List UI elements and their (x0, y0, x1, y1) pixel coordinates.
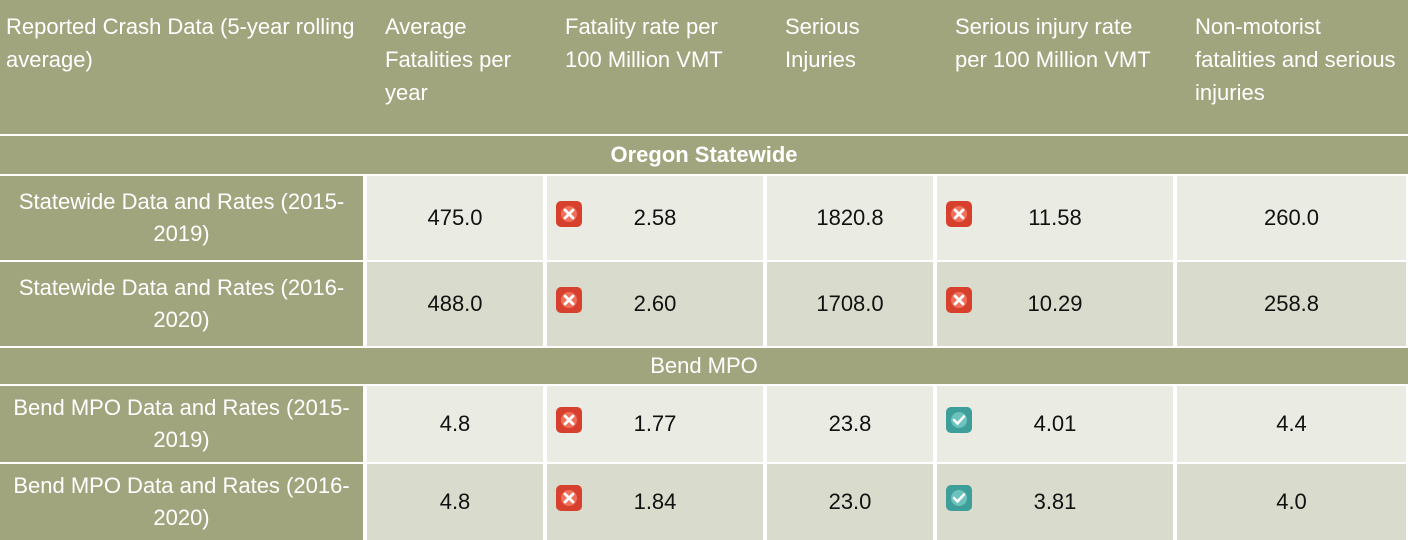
cell-text: Statewide Data and Rates (2016-2020) (18, 275, 345, 332)
fail-icon (556, 287, 582, 313)
cell-text: 23.8 (828, 411, 872, 436)
data-cell: 4.01 (937, 386, 1173, 462)
column-header: Serious injury rate per 100 Million VMT (935, 0, 1175, 134)
column-header: Reported Crash Data (5-year rolling aver… (0, 0, 365, 134)
data-cell: 258.8 (1177, 262, 1406, 346)
cell-text: 4.0 (1276, 489, 1307, 514)
cell-text: 475.0 (427, 205, 483, 230)
cell-text: 1708.0 (816, 291, 884, 316)
cell-text: 488.0 (427, 291, 483, 316)
cell-text: Fatality rate per 100 Million VMT (565, 14, 723, 72)
cell-text: 1.84 (633, 489, 677, 514)
cell-text: 4.8 (439, 489, 471, 514)
data-cell: 4.8 (367, 464, 543, 540)
data-cell: 4.8 (367, 386, 543, 462)
row-label: Bend MPO Data and Rates (2016-2020) (0, 464, 363, 540)
cell-text: 1.77 (633, 411, 677, 436)
fail-icon (556, 407, 582, 433)
cell-text: Bend MPO Data and Rates (2016-2020) (13, 473, 350, 530)
cell-text: 2.60 (633, 291, 677, 316)
cell-text: 2.58 (633, 205, 677, 230)
cell-text: 260.0 (1263, 205, 1320, 230)
cell-text: Serious injury rate per 100 Million VMT (955, 14, 1151, 72)
data-cell: 488.0 (367, 262, 543, 346)
cell-text: Bend MPO (650, 353, 758, 378)
column-header: Fatality rate per 100 Million VMT (545, 0, 765, 134)
cell-text: 11.58 (1028, 205, 1082, 230)
data-cell: 4.0 (1177, 464, 1406, 540)
data-cell: 1708.0 (767, 262, 933, 346)
data-cell: 23.0 (767, 464, 933, 540)
cell-text: Oregon Statewide (610, 142, 798, 167)
column-header: Serious Injuries (765, 0, 935, 134)
cell-text: Serious Injuries (785, 14, 860, 72)
column-header: Average Fatalities per year (365, 0, 545, 134)
section-header: Bend MPO (0, 346, 1408, 384)
data-cell: 1820.8 (767, 176, 933, 260)
cell-text: 3.81 (1033, 489, 1077, 514)
cell-text: 10.29 (1027, 291, 1083, 316)
cell-text: Reported Crash Data (5-year rolling aver… (6, 14, 355, 72)
row-label: Bend MPO Data and Rates (2015-2019) (0, 386, 363, 462)
cell-text: Average Fatalities per year (385, 14, 511, 105)
cell-text: 4.01 (1033, 411, 1077, 436)
cell-text: 23.0 (828, 489, 872, 514)
data-cell: 1.84 (547, 464, 763, 540)
cell-text: Statewide Data and Rates (2015-2019) (18, 189, 345, 246)
data-cell: 3.81 (937, 464, 1173, 540)
row-label: Statewide Data and Rates (2016-2020) (0, 262, 363, 346)
data-cell: 11.58 (937, 176, 1173, 260)
data-cell: 10.29 (937, 262, 1173, 346)
cell-text: 258.8 (1263, 291, 1320, 316)
cell-text: Bend MPO Data and Rates (2015-2019) (13, 395, 350, 452)
fail-icon (556, 485, 582, 511)
data-cell: 260.0 (1177, 176, 1406, 260)
cell-text: 4.8 (439, 411, 471, 436)
cell-text: 4.4 (1276, 411, 1307, 436)
data-cell: 475.0 (367, 176, 543, 260)
data-cell: 2.60 (547, 262, 763, 346)
column-header: Non-motorist fatalities and serious inju… (1175, 0, 1408, 134)
data-cell: 4.4 (1177, 386, 1406, 462)
fail-icon (946, 287, 972, 313)
cell-text: 1820.8 (816, 205, 884, 230)
data-cell: 1.77 (547, 386, 763, 462)
data-cell: 2.58 (547, 176, 763, 260)
cell-text: Non-motorist fatalities and serious inju… (1195, 14, 1396, 105)
row-label: Statewide Data and Rates (2015-2019) (0, 176, 363, 260)
fail-icon (556, 201, 582, 227)
data-cell: 23.8 (767, 386, 933, 462)
pass-icon (946, 407, 972, 433)
section-header: Oregon Statewide (0, 134, 1408, 174)
fail-icon (946, 201, 972, 227)
pass-icon (946, 485, 972, 511)
